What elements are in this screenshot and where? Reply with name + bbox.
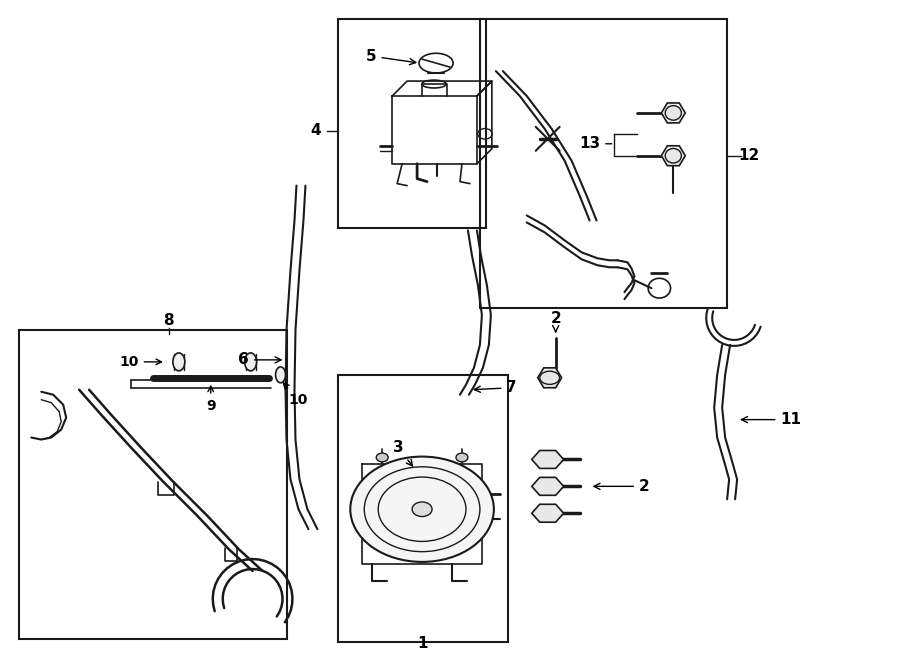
Polygon shape [662, 146, 685, 166]
Text: 13: 13 [579, 136, 612, 151]
Ellipse shape [275, 367, 285, 383]
Text: 9: 9 [206, 386, 216, 412]
Circle shape [412, 502, 432, 516]
Bar [480, 19, 727, 308]
Bar [338, 19, 486, 229]
Text: 5: 5 [366, 49, 416, 65]
Bar [19, 330, 286, 639]
Text: 12: 12 [738, 148, 760, 163]
Polygon shape [532, 477, 563, 495]
Text: 10: 10 [120, 355, 162, 369]
Text: 6: 6 [238, 352, 281, 368]
Text: 2: 2 [594, 479, 650, 494]
Text: 8: 8 [164, 313, 175, 328]
Text: 11: 11 [742, 412, 801, 427]
Circle shape [456, 453, 468, 462]
Text: 7: 7 [474, 380, 518, 395]
Text: 2: 2 [550, 311, 561, 332]
Circle shape [376, 453, 388, 462]
Text: 1: 1 [417, 636, 428, 651]
Text: 3: 3 [392, 440, 412, 466]
Polygon shape [532, 504, 563, 522]
Ellipse shape [245, 353, 256, 371]
Circle shape [350, 457, 494, 562]
Text: 10: 10 [284, 383, 308, 407]
Bar [338, 375, 508, 642]
Polygon shape [537, 368, 562, 388]
Polygon shape [662, 103, 685, 123]
Polygon shape [532, 451, 563, 469]
Text: 4: 4 [310, 124, 320, 138]
Ellipse shape [173, 353, 184, 371]
